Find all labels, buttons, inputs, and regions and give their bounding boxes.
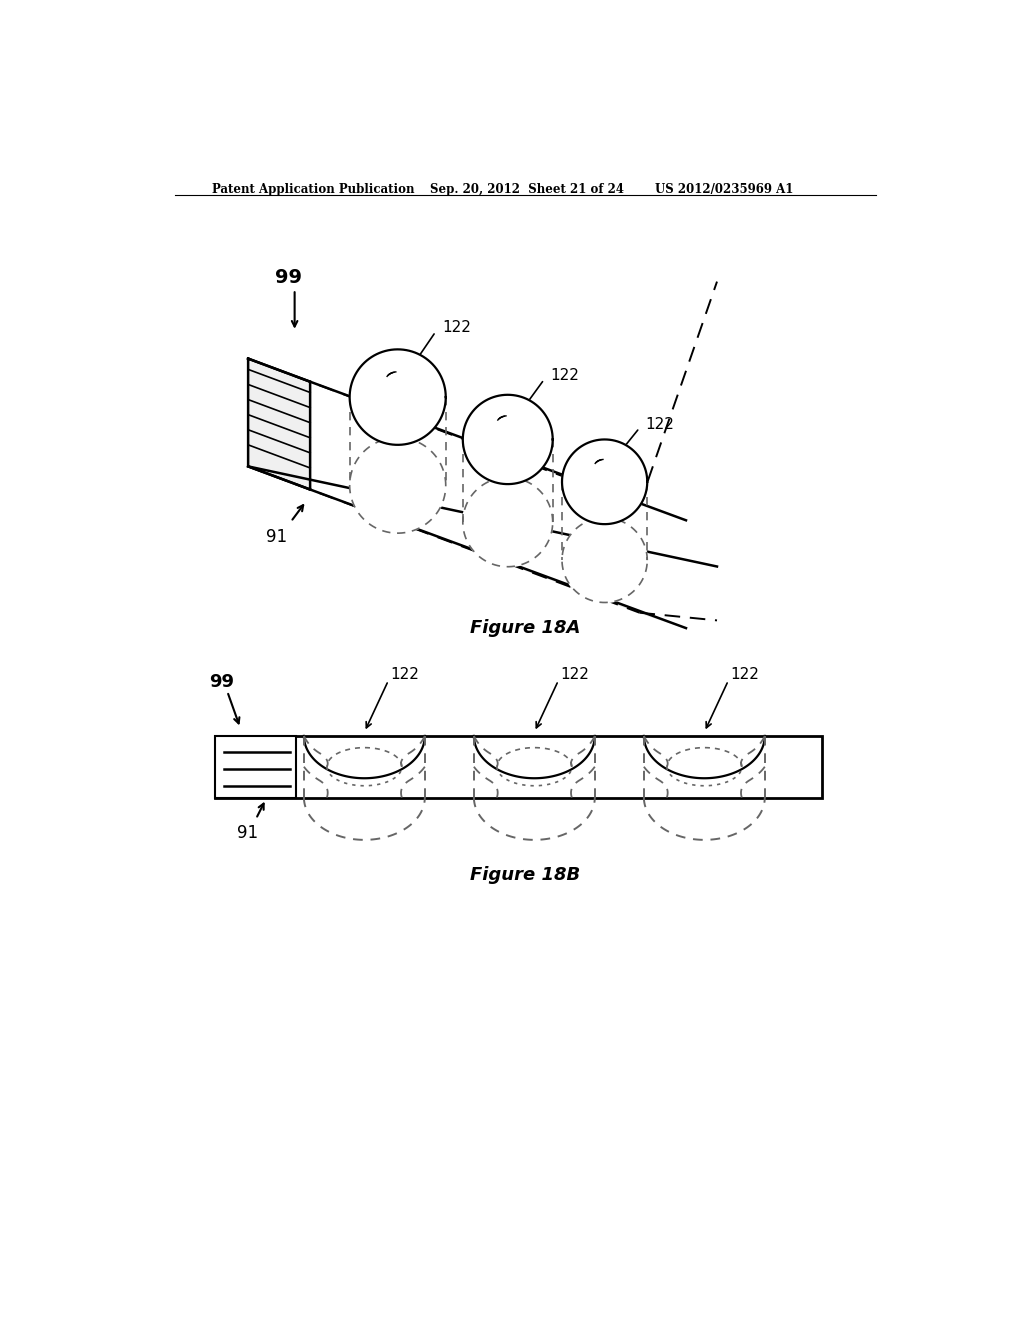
Text: 122: 122 xyxy=(390,667,419,682)
Polygon shape xyxy=(349,350,445,445)
Polygon shape xyxy=(248,359,310,490)
Polygon shape xyxy=(248,466,686,628)
Polygon shape xyxy=(463,478,553,566)
Text: US 2012/0235969 A1: US 2012/0235969 A1 xyxy=(655,183,794,197)
Text: 99: 99 xyxy=(275,268,302,288)
Polygon shape xyxy=(248,359,686,520)
Text: Patent Application Publication: Patent Application Publication xyxy=(212,183,414,197)
Text: 99: 99 xyxy=(209,673,234,690)
Text: 122: 122 xyxy=(550,368,580,383)
Text: 122: 122 xyxy=(442,321,471,335)
Text: Sep. 20, 2012  Sheet 21 of 24: Sep. 20, 2012 Sheet 21 of 24 xyxy=(430,183,625,197)
Polygon shape xyxy=(349,438,445,533)
Polygon shape xyxy=(562,517,647,602)
Text: 91: 91 xyxy=(266,528,287,546)
Text: 122: 122 xyxy=(646,417,675,432)
Polygon shape xyxy=(463,395,553,484)
Bar xyxy=(215,737,296,797)
Text: 122: 122 xyxy=(730,667,759,682)
Text: Figure 18A: Figure 18A xyxy=(470,619,580,638)
Polygon shape xyxy=(562,440,647,524)
Text: 91: 91 xyxy=(237,825,258,842)
Text: Figure 18B: Figure 18B xyxy=(470,866,580,883)
Text: 122: 122 xyxy=(560,667,589,682)
Bar xyxy=(215,737,821,797)
